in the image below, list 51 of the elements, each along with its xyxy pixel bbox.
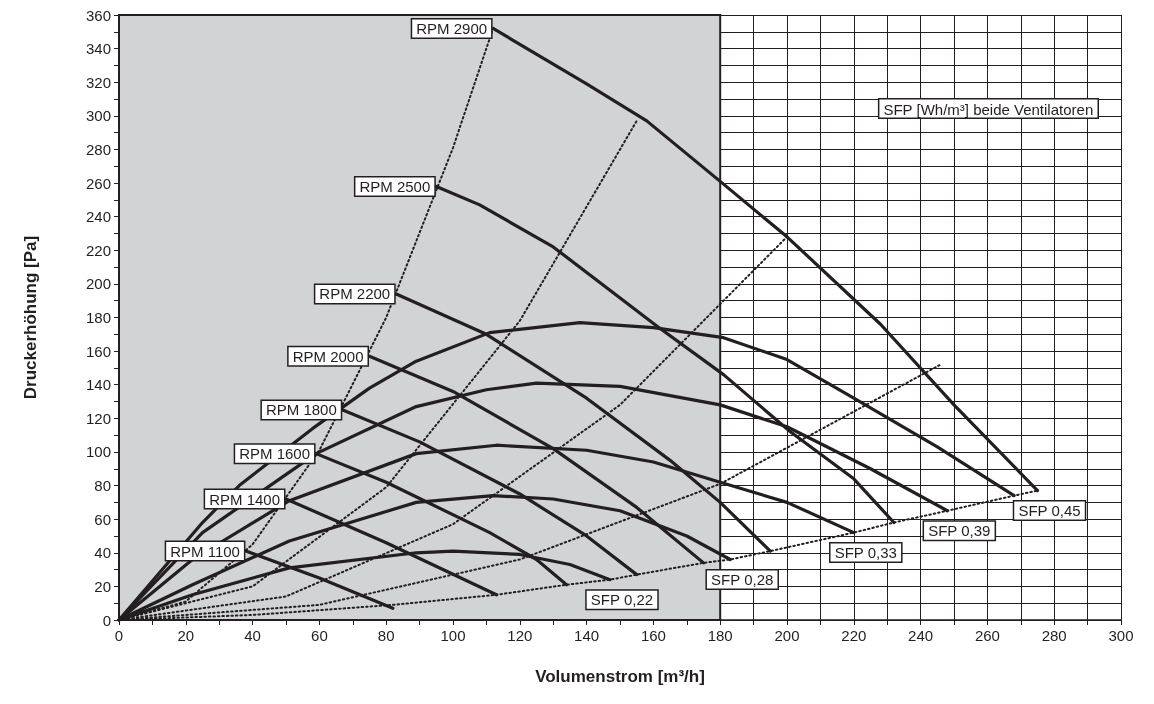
y-tick-label: 100	[85, 443, 111, 461]
x-tick-label: 180	[707, 627, 733, 644]
y-tick-label: 240	[85, 208, 111, 226]
annotation: SFP 0,33	[834, 544, 897, 562]
series-label: RPM 2200	[319, 285, 391, 303]
annotation: SFP 0,28	[711, 571, 774, 588]
y-tick-label: 160	[85, 342, 111, 360]
y-tick-label: 60	[94, 510, 111, 528]
y-tick-label: 340	[85, 40, 111, 58]
x-tick-label: 100	[440, 627, 466, 644]
x-tick-label: 260	[974, 627, 1000, 644]
x-tick-label: 140	[574, 627, 600, 644]
y-tick-label: 140	[85, 376, 111, 394]
x-tick-label: 280	[1041, 627, 1067, 644]
annotation: SFP [Wh/m³] beide Ventilatoren	[883, 100, 1094, 118]
y-tick-label: 360	[85, 6, 111, 24]
y-axis-title: Druckerhöhung [Pa]	[21, 235, 40, 400]
x-tick-label: 120	[507, 627, 533, 644]
series-label: RPM 2900	[416, 19, 488, 37]
x-tick-label: 40	[244, 627, 261, 644]
y-tick-label: 180	[85, 309, 111, 326]
x-tick-label: 0	[114, 627, 124, 644]
y-tick-label: 280	[85, 140, 111, 158]
series-label: RPM 2000	[292, 347, 364, 365]
y-tick-label: 300	[85, 107, 111, 125]
y-tick-label: 40	[94, 544, 111, 562]
x-tick-label: 60	[311, 627, 328, 644]
x-tick-label: 240	[908, 627, 934, 644]
x-tick-label: 160	[640, 627, 666, 644]
y-tick-label: 260	[85, 174, 111, 192]
series-label: RPM 1400	[209, 490, 280, 508]
x-tick-label: 220	[841, 627, 867, 644]
series-label: RPM 1800	[265, 401, 337, 419]
y-tick-label: 200	[85, 275, 111, 293]
x-tick-label: 80	[377, 627, 395, 644]
series-label: RPM 1100	[170, 542, 240, 560]
y-tick-label: 320	[85, 73, 111, 91]
y-tick-label: 0	[102, 611, 111, 629]
y-tick-label: 220	[85, 241, 111, 259]
series-label: RPM 2500	[359, 177, 431, 195]
annotation: SFP 0,22	[590, 591, 654, 609]
x-tick-label: 20	[177, 627, 195, 644]
y-tick-label: 120	[85, 409, 111, 427]
x-axis-title: Volumenstrom [m³/h]	[535, 667, 705, 686]
x-tick-label: 200	[774, 627, 800, 644]
annotation: SFP 0,45	[1018, 502, 1081, 520]
y-tick-label: 20	[94, 577, 111, 595]
y-tick-label: 80	[94, 477, 111, 495]
series-label: RPM 1600	[239, 445, 311, 463]
annotation: SFP 0,39	[928, 522, 991, 540]
x-tick-label: 300	[1108, 627, 1134, 644]
